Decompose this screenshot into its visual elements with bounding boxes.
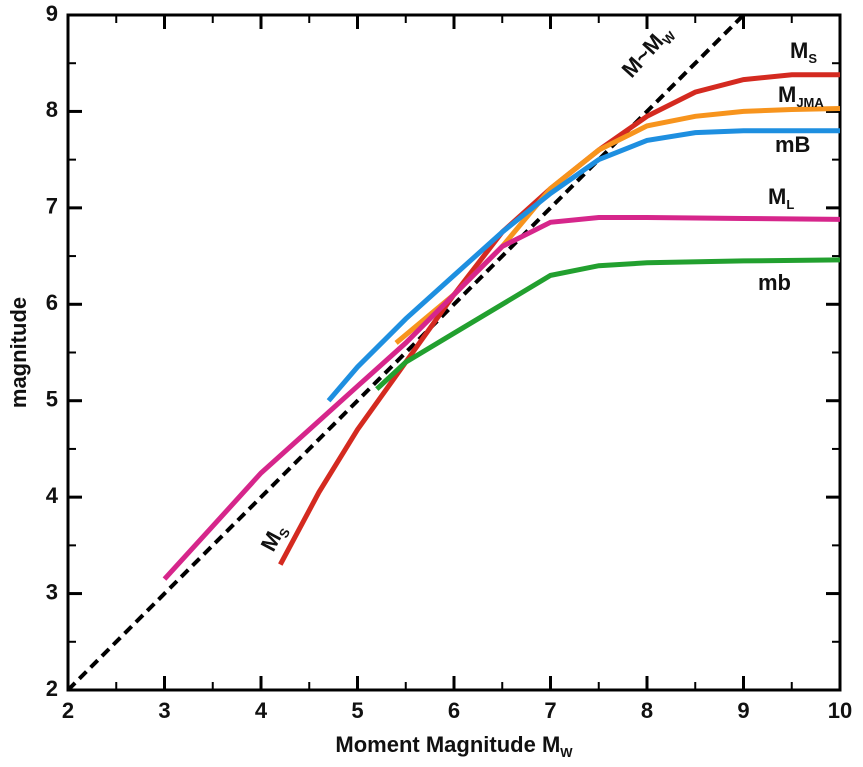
x-tick-label: 8 (641, 698, 653, 723)
y-tick-label: 6 (46, 290, 58, 315)
x-tick-label: 2 (62, 698, 74, 723)
series-line (278, 72, 840, 566)
series-label: MS (790, 38, 817, 67)
y-tick-label: 4 (46, 483, 59, 508)
y-tick-label: 8 (46, 97, 58, 122)
x-tick-label: 7 (544, 698, 556, 723)
series-label-main: M (778, 82, 796, 107)
x-axis-label-main: Moment Magnitude M (335, 732, 560, 757)
plot-frame (66, 13, 842, 692)
series-line (162, 215, 841, 581)
x-tick-label: 4 (255, 698, 268, 723)
y-tick-label: 5 (46, 387, 58, 412)
series-label-main: M (768, 184, 786, 209)
series-label-main: mB (775, 132, 810, 157)
x-tick-label: 5 (351, 698, 363, 723)
x-tick-label: 9 (737, 698, 749, 723)
series-line (394, 106, 841, 345)
y-axis-label: magnitude (6, 297, 31, 408)
y-tick-label: 9 (46, 1, 58, 26)
x-tick-label: 3 (158, 698, 170, 723)
series-label: mb (758, 270, 791, 295)
x-tick-label: 6 (448, 698, 460, 723)
series-label-sub: L (786, 197, 794, 212)
series-label-sub: JMA (796, 95, 824, 110)
y-tick-label: 7 (46, 194, 58, 219)
series-label-main: M (790, 38, 808, 63)
series-line (66, 13, 745, 692)
x-axis-label: Moment Magnitude MW (335, 732, 573, 761)
series-line (375, 257, 841, 391)
series-label: ML (768, 184, 794, 213)
series-label-sub: S (808, 51, 817, 66)
series-label: MJMA (778, 82, 824, 111)
x-tick-label: 10 (828, 698, 852, 723)
x-axis-label-sub: W (560, 745, 573, 760)
series-line (326, 128, 840, 403)
y-tick-label: 2 (46, 676, 58, 701)
series-label-main: mb (758, 270, 791, 295)
series-label: mB (775, 132, 810, 157)
y-tick-label: 3 (46, 579, 58, 604)
